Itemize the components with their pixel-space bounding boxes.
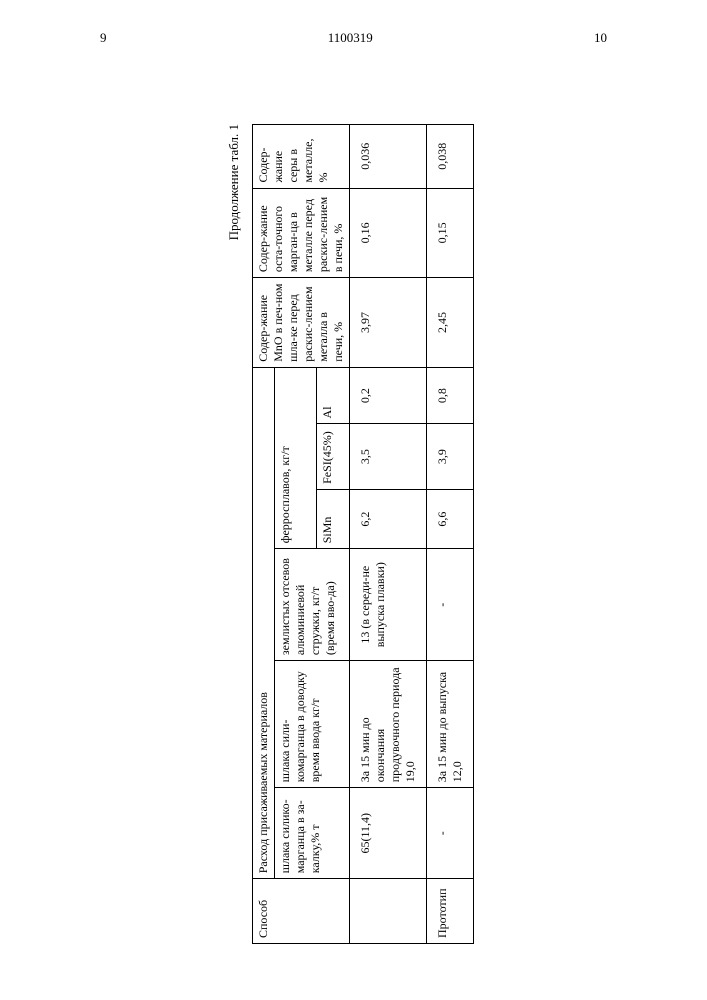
col-method: Способ: [253, 879, 350, 944]
table-container: Продолжение табл. 1 Способ Расход присаж…: [226, 124, 474, 944]
col-mn-residual: Содер-жание оста-точного марган-ца в мет…: [253, 188, 350, 278]
cell-mn: 0,16: [350, 188, 427, 278]
col-aluminum: землистых отсевов алюминиевой стружки, к…: [275, 549, 350, 661]
cell-mno: 2,45: [427, 278, 474, 368]
col-dovodka: шлака сили-комарганца в доводку время вв…: [275, 661, 350, 788]
cell-aluminum: 13 (в середи-не выпуска плавки): [350, 549, 427, 661]
col-fesi: FeSI(45%): [316, 424, 350, 489]
cell-s: 0,038: [427, 125, 474, 189]
cell-zakalka: 65(11,4): [350, 788, 427, 879]
col-materials-group: Расход присаживаемых материалов: [253, 367, 275, 879]
col-mno: Содер-жание MnO в печ-ном шла-ке перед р…: [253, 278, 350, 368]
cell-method: [350, 879, 427, 944]
doc-number: 1100319: [328, 30, 373, 46]
cell-dovodka: За 15 мин до выпуска 12,0: [427, 661, 474, 788]
cell-mn: 0,15: [427, 188, 474, 278]
table-row: 65(11,4) За 15 мин до окончания продувоч…: [350, 125, 427, 944]
col-ferro-group: ферросплавов, кг/т: [275, 367, 317, 549]
cell-zakalka: -: [427, 788, 474, 879]
page-num-left: 9: [100, 30, 107, 46]
cell-fesi: 3,5: [350, 424, 427, 489]
cell-simn: 6,2: [350, 489, 427, 548]
col-zakalka: шлака силико-марганца в за-калку,% т: [275, 788, 350, 879]
materials-table: Способ Расход присаживаемых материалов С…: [252, 124, 474, 944]
table-row: Прототип - За 15 мин до выпуска 12,0 - 6…: [427, 125, 474, 944]
cell-al: 0,8: [427, 367, 474, 424]
page-num-right: 10: [594, 30, 607, 46]
col-simn: SiMn: [316, 489, 350, 548]
col-al: Al: [316, 367, 350, 424]
header-row-1: Способ Расход присаживаемых материалов С…: [253, 125, 275, 944]
cell-aluminum: -: [427, 549, 474, 661]
cell-al: 0,2: [350, 367, 427, 424]
continuation-label: Продолжение табл. 1: [226, 124, 242, 944]
page-header: 9 1100319 10: [40, 30, 667, 46]
col-sulfur: Содер-жание серы в металле, %: [253, 125, 350, 189]
cell-method: Прототип: [427, 879, 474, 944]
cell-simn: 6,6: [427, 489, 474, 548]
cell-dovodka: За 15 мин до окончания продувочного пери…: [350, 661, 427, 788]
cell-mno: 3,97: [350, 278, 427, 368]
cell-fesi: 3,9: [427, 424, 474, 489]
cell-s: 0,036: [350, 125, 427, 189]
